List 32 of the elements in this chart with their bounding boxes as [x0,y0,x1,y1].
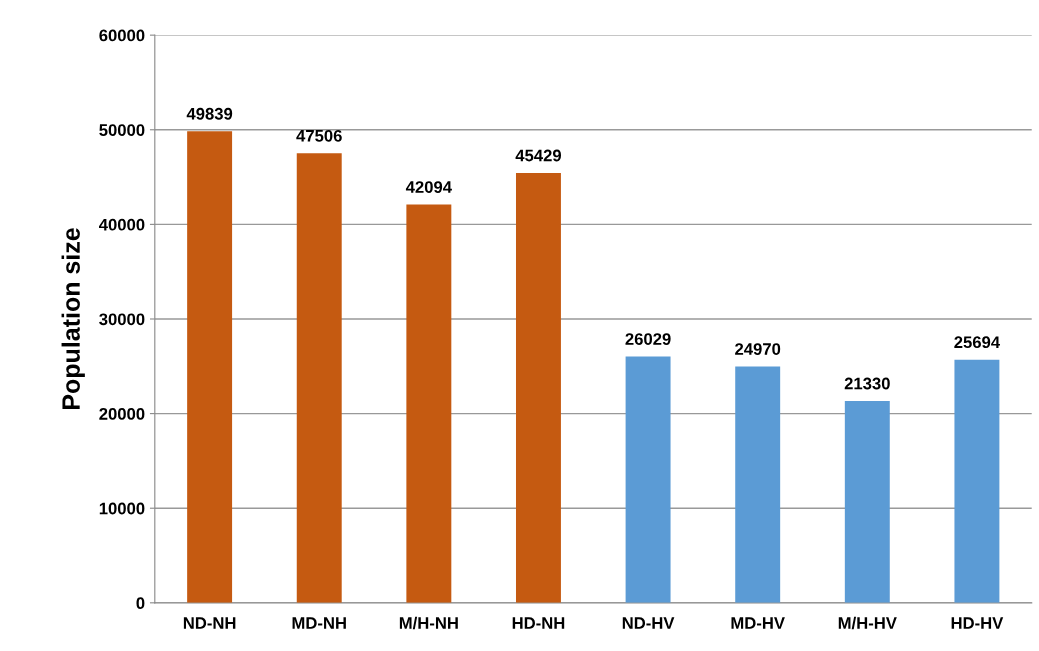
bar [406,204,452,603]
y-tick-label: 50000 [99,124,145,136]
bar [296,153,342,603]
bar [625,356,671,603]
y-tick-label: 0 [136,597,145,610]
y-tick-label: 30000 [99,313,145,326]
data-label: 42094 [405,181,452,193]
y-axis-title: Population size [61,228,85,409]
x-tick-label: ND-HV [622,617,675,629]
bar [954,359,1000,603]
bar [187,131,233,603]
y-tick-label: 20000 [99,408,145,420]
x-tick-label: ND-NH [183,617,236,629]
bar [844,401,890,603]
x-tick-label: MD-HV [731,617,785,629]
data-label: 25694 [954,336,1001,349]
data-label: 49839 [186,107,233,120]
x-tick-label: HD-NH [512,617,565,629]
x-tick-label: M/H-HV [838,616,897,630]
data-label: 26029 [625,333,671,345]
bar [735,366,781,603]
y-tick-label: 40000 [99,218,145,231]
data-label: 21330 [844,377,890,390]
data-label: 45429 [515,149,562,162]
y-tick-label: 10000 [99,502,145,515]
x-tick-label: M/H-NH [399,616,458,630]
bar [515,173,561,603]
data-label: 47506 [296,129,342,142]
x-tick-label: HD-HV [951,617,1004,629]
y-tick-label: 60000 [99,29,145,42]
x-tick-label: MD-NH [292,617,346,629]
data-label: 24970 [735,343,781,355]
